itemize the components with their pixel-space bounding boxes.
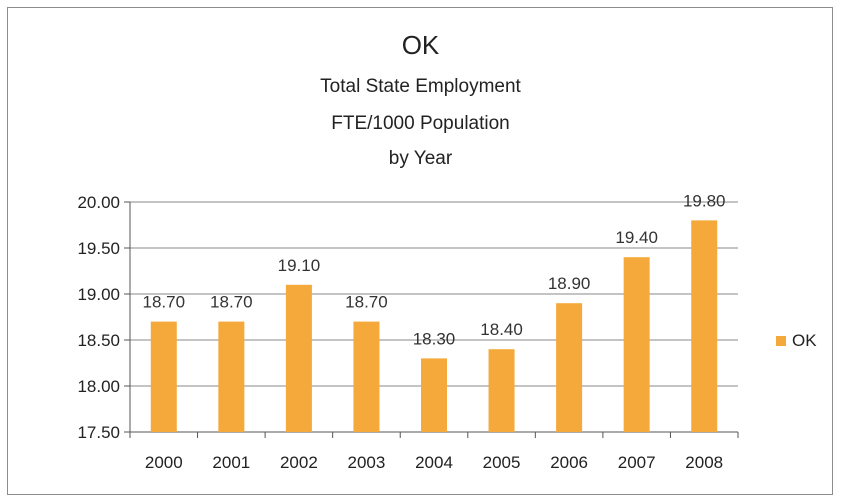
data-label: 19.40 <box>615 228 658 247</box>
legend: OK <box>776 331 817 351</box>
y-tick-label: 18.50 <box>77 331 120 350</box>
x-tick-label: 2002 <box>280 453 318 472</box>
y-tick-label: 18.00 <box>77 377 120 396</box>
x-tick-label: 2000 <box>145 453 183 472</box>
chart-subtitle-line-3: by Year <box>388 148 453 169</box>
data-label: 18.70 <box>210 293 253 312</box>
data-label: 18.30 <box>413 329 456 348</box>
data-label: 19.80 <box>683 191 726 210</box>
data-label: 18.90 <box>548 274 591 293</box>
bar <box>623 257 650 432</box>
bar <box>285 284 312 432</box>
bar <box>150 321 177 432</box>
x-tick-label: 2006 <box>550 453 588 472</box>
y-tick-label: 17.50 <box>77 423 120 442</box>
bar <box>353 321 380 432</box>
bar <box>218 321 245 432</box>
y-tick-label: 19.00 <box>77 285 120 304</box>
data-label: 18.70 <box>143 293 186 312</box>
chart-title: OK <box>401 30 440 60</box>
x-tick-label: 2008 <box>685 453 723 472</box>
bar <box>556 303 583 432</box>
y-tick-label: 19.50 <box>77 239 120 258</box>
bar <box>421 358 447 432</box>
legend-swatch <box>776 336 786 346</box>
data-label: 19.10 <box>278 256 321 275</box>
x-tick-label: 2005 <box>483 453 521 472</box>
data-label: 18.70 <box>345 293 388 312</box>
chart-subtitle-line-2: FTE/1000 Population <box>331 113 510 134</box>
x-tick-label: 2007 <box>618 453 656 472</box>
x-tick-label: 2004 <box>415 453 453 472</box>
x-tick-label: 2003 <box>348 453 386 472</box>
bar <box>691 220 718 432</box>
y-tick-label: 20.00 <box>77 193 120 212</box>
data-label: 18.40 <box>480 320 523 339</box>
chart-subtitle-line-1: Total State Employment <box>320 76 521 97</box>
legend-label: OK <box>792 331 817 350</box>
x-tick-label: 2001 <box>212 453 250 472</box>
bar <box>488 349 515 432</box>
